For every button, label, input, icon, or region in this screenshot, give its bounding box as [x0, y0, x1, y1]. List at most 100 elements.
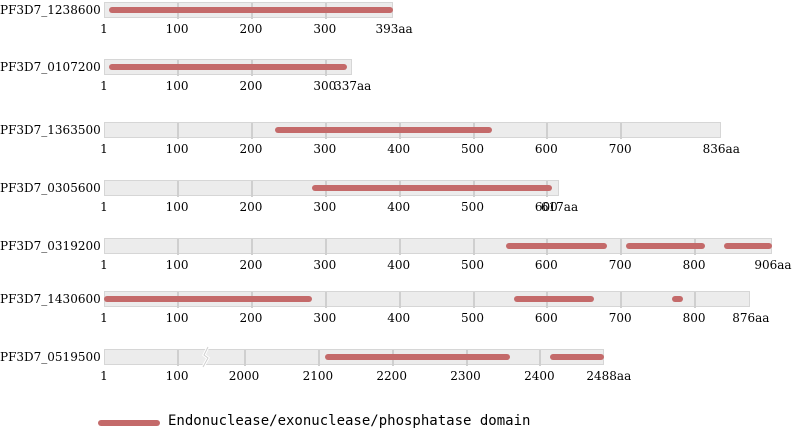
axis-break-mark [201, 346, 210, 368]
tick-label: 500 [461, 311, 484, 325]
tick-label: 600 [534, 311, 558, 325]
grid-line [317, 350, 320, 366]
tick-label: 300 [313, 22, 337, 36]
tick-label: 700 [608, 311, 632, 325]
length-label: 617aa [540, 200, 579, 214]
grid-line [250, 181, 253, 197]
tick-label: 2200 [376, 369, 407, 383]
domain-bar [274, 127, 492, 133]
domain-bar [671, 296, 683, 302]
grid-line [398, 292, 401, 308]
tick-label: 100 [165, 22, 189, 36]
tick-label: 100 [165, 369, 189, 383]
domain-bar [626, 243, 706, 249]
length-label: 337aa [334, 79, 372, 93]
legend-swatch [98, 420, 160, 426]
grid-line [250, 239, 253, 255]
tick-label: 100 [165, 142, 189, 156]
grid-line [546, 123, 549, 139]
protein-label: PF3D7_0319200 [0, 239, 101, 253]
tick-label: 600 [534, 200, 558, 214]
grid-line [250, 123, 253, 139]
tick-label: 500 [461, 258, 484, 272]
length-label: 393aa [375, 22, 413, 36]
length-label: 836aa [702, 142, 740, 156]
protein-track [104, 238, 773, 255]
tick-label: 2100 [302, 369, 334, 383]
tick-label: 1 [100, 369, 108, 383]
tick-label: 700 [608, 258, 632, 272]
length-label: 906aa [754, 258, 792, 272]
tick-label: 700 [608, 142, 632, 156]
tick-label: 500 [461, 200, 484, 214]
tick-label: 2300 [450, 369, 481, 383]
grid-line [177, 181, 180, 197]
tick-label: 200 [239, 200, 263, 214]
domain-bar [723, 243, 773, 249]
domain-bar [109, 64, 347, 70]
tick-label: 100 [165, 311, 189, 325]
tick-label: 2400 [524, 369, 555, 383]
domain-bar [104, 296, 312, 302]
tick-label: 200 [239, 142, 263, 156]
domain-bar [505, 243, 607, 249]
protein-label: PF3D7_0107200 [0, 60, 101, 74]
grid-line [539, 350, 542, 366]
tick-label: 1 [100, 22, 108, 36]
grid-line [324, 239, 327, 255]
tick-label: 100 [165, 200, 189, 214]
length-label: 2488aa [586, 369, 632, 383]
protein-label: PF3D7_0519500 [0, 350, 101, 364]
tick-label: 200 [239, 22, 263, 36]
domain-bar [325, 354, 510, 360]
legend-label: Endonuclease/exonuclease/phosphatase dom… [168, 413, 531, 429]
grid-line [177, 350, 180, 366]
tick-label: 400 [387, 142, 411, 156]
domain-bar [550, 354, 605, 360]
tick-label: 300 [313, 79, 337, 93]
grid-line [398, 239, 401, 255]
tick-label: 800 [682, 258, 706, 272]
tick-label: 400 [387, 200, 411, 214]
tick-label: 300 [313, 142, 337, 156]
tick-label: 500 [461, 142, 484, 156]
tick-label: 1 [100, 258, 108, 272]
tick-label: 200 [239, 79, 263, 93]
tick-label: 600 [534, 142, 558, 156]
protein-label: PF3D7_1430600 [0, 292, 101, 306]
grid-line [620, 239, 623, 255]
protein-label: PF3D7_1363500 [0, 123, 101, 137]
tick-label: 1 [100, 79, 108, 93]
tick-label: 300 [313, 200, 337, 214]
tick-label: 400 [387, 311, 411, 325]
grid-line [472, 239, 475, 255]
tick-label: 1 [100, 142, 108, 156]
domain-bar [109, 7, 394, 13]
tick-label: 1 [100, 311, 108, 325]
grid-line [324, 292, 327, 308]
tick-label: 400 [387, 258, 411, 272]
tick-label: 100 [165, 258, 189, 272]
grid-line [694, 292, 697, 308]
protein-label: PF3D7_0305600 [0, 181, 101, 195]
domain-bar [312, 185, 553, 191]
grid-line [472, 292, 475, 308]
tick-label: 300 [313, 258, 337, 272]
grid-line [177, 239, 180, 255]
tick-label: 1 [100, 200, 108, 214]
tick-label: 200 [239, 311, 263, 325]
protein-label: PF3D7_1238600 [0, 3, 101, 17]
tick-label: 2000 [228, 369, 260, 383]
grid-line [177, 123, 180, 139]
tick-label: 800 [682, 311, 706, 325]
tick-label: 300 [313, 311, 337, 325]
tick-label: 600 [534, 258, 558, 272]
tick-label: 100 [165, 79, 189, 93]
length-label: 876aa [732, 311, 770, 325]
grid-line [620, 292, 623, 308]
grid-line [244, 350, 246, 366]
domain-bar [513, 296, 594, 302]
tick-label: 200 [239, 258, 263, 272]
grid-line [620, 123, 623, 139]
